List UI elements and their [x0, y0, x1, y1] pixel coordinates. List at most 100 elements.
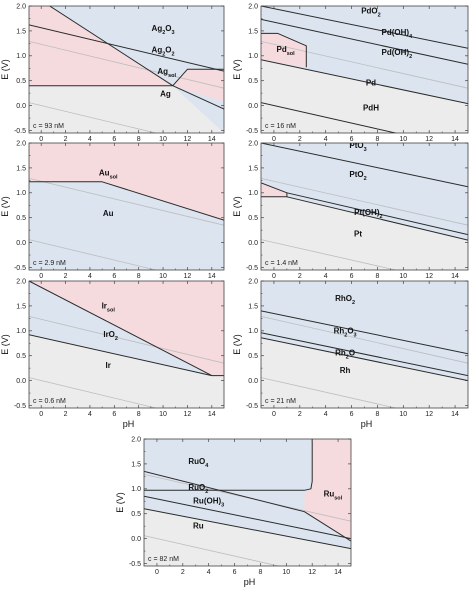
x-axis-title: pH: [123, 419, 135, 429]
x-tick-label: 2: [64, 136, 68, 143]
water-line-1: [261, 377, 398, 408]
y-tick-label: 0.5: [16, 215, 26, 222]
phase-label: Rh2O3: [334, 326, 357, 338]
x-tick-label: 10: [159, 273, 167, 280]
phase-boundary-0: [144, 439, 313, 491]
y-tick-label: 0.5: [248, 353, 258, 360]
water-line-0: [261, 316, 468, 364]
concentration-label: c = 93 nM: [33, 123, 64, 130]
phase-boundary-1: [261, 332, 468, 377]
x-tick-label: 0: [272, 273, 276, 280]
x-tick-label: 8: [375, 411, 379, 418]
x-tick-label: 2: [298, 273, 302, 280]
phase-label: PdO2: [361, 6, 381, 18]
x-tick-label: 12: [425, 411, 433, 418]
water-line-0: [29, 316, 224, 364]
x-tick-label: 4: [324, 411, 328, 418]
y-tick-label: 1.0: [248, 328, 258, 335]
phase-label: Pt: [354, 230, 362, 239]
y-tick-label: 1.5: [248, 28, 258, 35]
region-metal-0: [261, 337, 468, 408]
y-tick-label: 2.0: [248, 278, 258, 285]
y-tick-label: 1.0: [16, 53, 26, 60]
water-line-0: [261, 178, 468, 226]
region-sol-0: [29, 6, 173, 86]
phase-boundary-1: [286, 196, 468, 241]
y-tick-label: 1.0: [16, 190, 26, 197]
phase-label: RuO4: [188, 457, 209, 469]
phase-boundary-1: [144, 470, 351, 542]
x-tick-label: 10: [399, 136, 407, 143]
pourbaix-panel-pt: PtO3 PtO2 Pt(OH)2 Pt c = 1.4 nM -0.5 0.0 0.5 1.0…: [232, 140, 469, 280]
y-tick-label: -0.5: [14, 128, 26, 135]
x-tick-label: 10: [399, 273, 407, 280]
x-tick-label: 0: [155, 569, 159, 576]
phase-label: Ir: [106, 361, 111, 370]
x-tick-label: 14: [451, 136, 459, 143]
x-tick-label: 10: [282, 569, 290, 576]
phase-label: Pt(OH)2: [354, 208, 382, 220]
concentration-label: c = 0.6 nM: [33, 398, 66, 405]
y-tick-label: -0.5: [246, 128, 258, 135]
phase-boundary-1: [29, 334, 224, 377]
x-tick-label: 12: [184, 136, 192, 143]
phase-boundary-3: [144, 508, 351, 550]
y-tick-label: 1.5: [131, 461, 141, 468]
water-line-1: [261, 239, 398, 270]
phase-label: Pd: [366, 79, 376, 88]
y-tick-label: -0.5: [14, 403, 26, 410]
x-tick-label: 4: [88, 411, 92, 418]
phase-boundary-4: [261, 102, 398, 133]
phase-label: Pd(OH)2: [382, 48, 413, 60]
y-tick-label: 0.0: [248, 103, 258, 110]
x-tick-label: 14: [208, 136, 216, 143]
phase-label: Rh2O: [335, 349, 355, 361]
region-sol-1: [172, 69, 224, 102]
y-tick-label: -0.5: [14, 265, 26, 272]
phase-label: Ru: [193, 522, 204, 531]
y-tick-label: 0.5: [248, 215, 258, 222]
x-tick-label: 12: [184, 411, 192, 418]
phase-label: Au: [103, 209, 114, 218]
phase-boundary-2: [261, 337, 468, 382]
phase-label: Ru(OH)3: [193, 497, 224, 509]
y-tick-label: 1.0: [248, 190, 258, 197]
region-sol-0: [29, 281, 224, 376]
x-tick-label: 6: [112, 411, 116, 418]
y-tick-label: 1.0: [16, 328, 26, 335]
x-tick-label: 0: [39, 136, 43, 143]
phase-label: PdH: [363, 104, 379, 113]
y-tick-label: 0.0: [16, 378, 26, 385]
y-axis-title: E (V): [232, 334, 242, 355]
water-line-0: [261, 41, 468, 89]
x-tick-label: 6: [350, 273, 354, 280]
x-tick-label: 6: [112, 136, 116, 143]
x-tick-label: 10: [159, 136, 167, 143]
region-sol-0: [261, 182, 287, 197]
y-tick-label: -0.5: [246, 403, 258, 410]
y-tick-label: 1.5: [16, 303, 26, 310]
phase-boundary-2: [144, 495, 351, 540]
region-sol-0: [29, 143, 224, 221]
y-tick-label: 0.0: [248, 240, 258, 247]
y-axis-title: E (V): [0, 334, 10, 355]
phase-boundary-0: [261, 182, 288, 198]
x-tick-label: 10: [399, 411, 407, 418]
phase-boundary-3: [261, 143, 468, 188]
x-tick-label: 4: [88, 136, 92, 143]
x-tick-label: 14: [451, 411, 459, 418]
y-tick-label: -0.5: [246, 265, 258, 272]
x-tick-label: 6: [350, 411, 354, 418]
phase-label: RuO2: [188, 483, 208, 495]
water-line-1: [29, 102, 158, 133]
y-tick-label: 0.5: [16, 353, 26, 360]
water-line-1: [144, 535, 281, 566]
y-axis-title: E (V): [0, 196, 10, 217]
water-line-1: [29, 239, 158, 270]
region-sol-0: [261, 33, 307, 68]
region-metal-1: [144, 508, 351, 566]
y-tick-label: 0.0: [16, 240, 26, 247]
phase-label: IrO2: [103, 330, 118, 342]
